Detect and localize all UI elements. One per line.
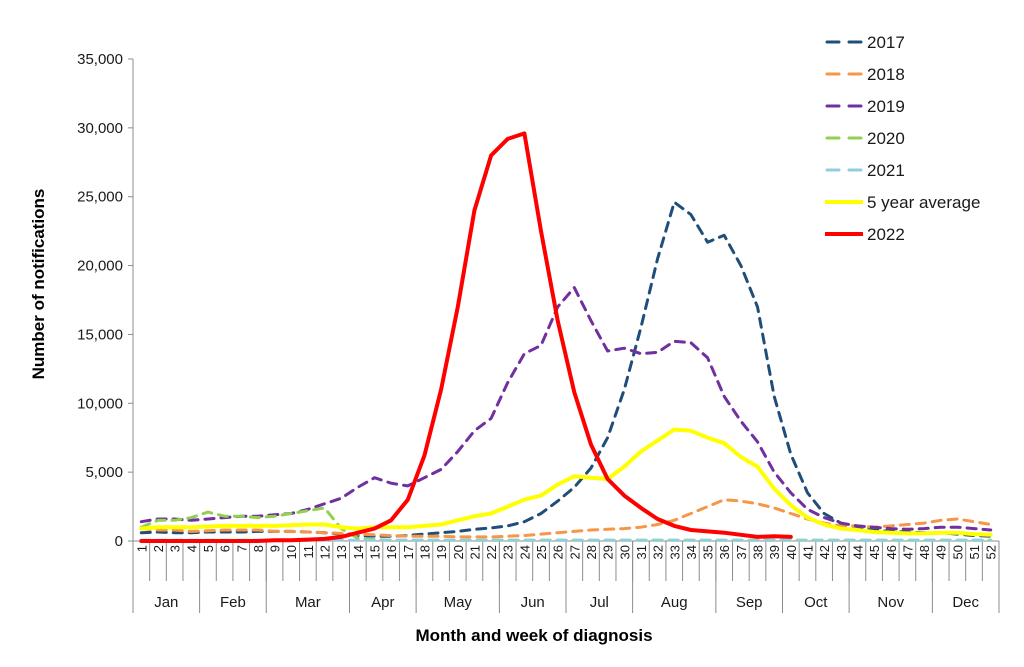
legend-label: 2021 (867, 161, 905, 180)
x-week-label: 40 (784, 545, 799, 559)
x-week-label: 34 (684, 545, 699, 559)
x-week-label: 27 (567, 545, 582, 559)
x-month-label: Jan (154, 594, 178, 611)
legend-item: 2017 (825, 33, 905, 52)
x-week-label: 44 (850, 545, 865, 559)
y-axis-title: Number of notifications (29, 189, 48, 380)
x-week-label: 31 (634, 545, 649, 559)
x-month-label: Jun (521, 594, 545, 611)
legend-label: 2022 (867, 225, 905, 244)
x-week-label: 24 (517, 545, 532, 559)
x-week-label: 45 (867, 545, 882, 559)
x-week-label: 26 (551, 545, 566, 559)
x-week-label: 33 (667, 545, 682, 559)
x-week-label: 11 (301, 545, 316, 559)
x-week-label: 47 (900, 545, 915, 559)
x-axis: 1 2 3 4 5 6 7 8 9 10 11 12 13 14 15 16 17 18 19 20 21 22 23 24 2… (132, 540, 1000, 613)
x-week-label: 52 (984, 545, 999, 559)
y-tick-label: 5,000 (85, 464, 123, 481)
x-week-label: 6 (218, 545, 233, 552)
legend-label: 2017 (867, 33, 905, 52)
x-week-label: 17 (401, 545, 416, 559)
x-week-label: 9 (268, 545, 283, 552)
x-week-label: 7 (234, 545, 249, 552)
x-month-label: Jul (590, 594, 609, 611)
y-axis: 0 5,000 10,000 15,000 20,000 25,000 30,000 35,0… (77, 51, 134, 550)
legend-item: 2020 (825, 129, 905, 148)
y-tick-label: 20,000 (77, 258, 123, 275)
x-week-label: 10 (284, 545, 299, 559)
legend-item: 2022 (825, 225, 905, 244)
x-week-label: 37 (734, 545, 749, 559)
x-week-label: 22 (484, 545, 499, 559)
x-week-label: 15 (367, 545, 382, 559)
x-week-label: 25 (534, 545, 549, 559)
x-month-label: Aug (661, 594, 688, 611)
x-week-label: 4 (184, 545, 199, 552)
legend: 2017 2018 2019 2020 2021 5 year average 2022 (825, 33, 980, 244)
series-line-5-year-average (139, 427, 993, 537)
x-month-label: Apr (371, 594, 394, 611)
x-month-label: Sep (736, 594, 763, 611)
y-tick-label: 0 (115, 533, 123, 550)
x-week-label: 32 (651, 545, 666, 559)
x-week-label: 42 (817, 545, 832, 559)
x-week-label: 29 (601, 545, 616, 559)
x-week-label: 50 (950, 545, 965, 559)
x-week-label: 8 (251, 545, 266, 552)
x-week-label: 2 (151, 545, 166, 552)
series-line-2018 (139, 498, 993, 539)
x-month-label: Dec (952, 594, 979, 611)
x-week-label: 35 (701, 545, 716, 559)
legend-item: 5 year average (825, 193, 980, 212)
x-week-label: 48 (917, 545, 932, 559)
series-layer (139, 131, 993, 543)
x-week-label: 14 (351, 545, 366, 559)
series-line-2022 (139, 131, 793, 543)
x-month-label: Oct (804, 594, 828, 611)
series-line-2017 (139, 200, 993, 538)
x-month-label: May (444, 594, 473, 611)
x-week-label: 28 (584, 545, 599, 559)
x-week-label: 38 (751, 545, 766, 559)
x-month-label: Nov (877, 594, 904, 611)
x-axis-title: Month and week of diagnosis (415, 626, 652, 645)
x-week-label: 16 (384, 545, 399, 559)
y-tick-label: 15,000 (77, 326, 123, 343)
legend-item: 2021 (825, 161, 905, 180)
x-week-label: 30 (617, 545, 632, 559)
x-week-label: 46 (884, 545, 899, 559)
x-week-label: 23 (501, 545, 516, 559)
x-week-label: 18 (417, 545, 432, 559)
y-tick-label: 30,000 (77, 120, 123, 137)
legend-label: 5 year average (867, 193, 980, 212)
x-week-label: 20 (451, 545, 466, 559)
x-month-label: Mar (295, 594, 321, 611)
legend-item: 2018 (825, 65, 905, 84)
x-week-label: 39 (767, 545, 782, 559)
x-week-label: 21 (467, 545, 482, 559)
x-week-label: 1 (134, 545, 149, 552)
legend-label: 2019 (867, 97, 905, 116)
legend-label: 2018 (867, 65, 905, 84)
y-tick-label: 25,000 (77, 189, 123, 206)
legend-item: 2019 (825, 97, 905, 116)
y-tick-label: 35,000 (77, 51, 123, 68)
x-week-label: 36 (717, 545, 732, 559)
x-week-label: 5 (201, 545, 216, 552)
series-line-2019 (139, 286, 993, 532)
x-week-label: 41 (800, 545, 815, 559)
x-week-label: 3 (168, 545, 183, 552)
x-week-label: 49 (934, 545, 949, 559)
y-tick-label: 10,000 (77, 395, 123, 412)
x-week-label: 12 (318, 545, 333, 559)
x-week-label: 19 (434, 545, 449, 559)
x-week-label: 43 (834, 545, 849, 559)
x-month-label: Feb (220, 594, 246, 611)
x-week-label: 51 (967, 545, 982, 559)
legend-label: 2020 (867, 129, 905, 148)
x-week-label: 13 (334, 545, 349, 559)
